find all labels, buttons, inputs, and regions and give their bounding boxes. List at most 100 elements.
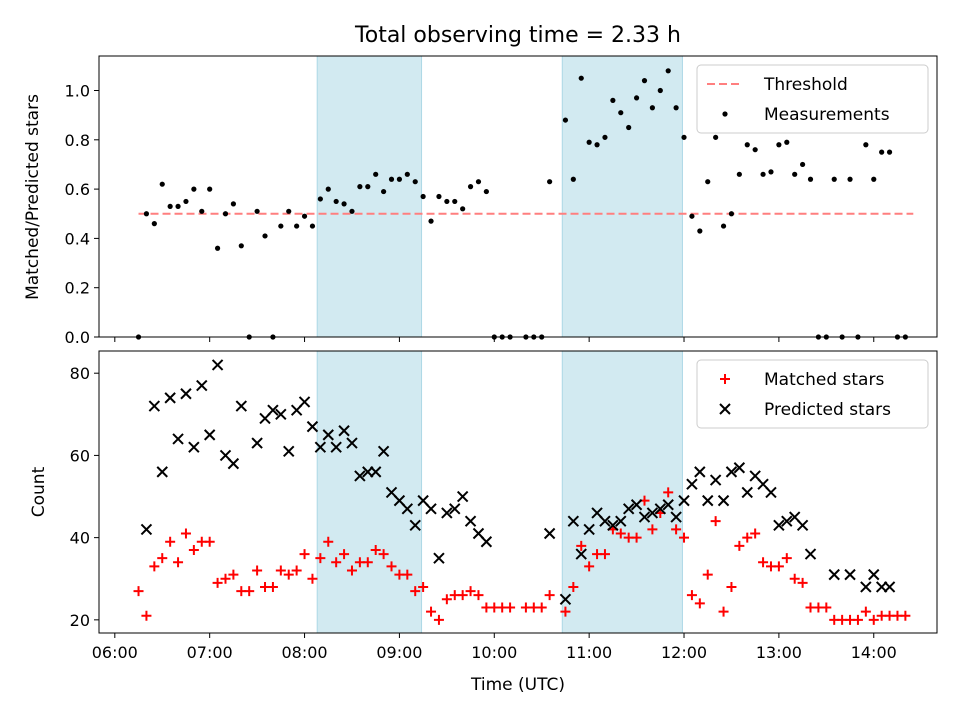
count-x-axis: 06:00 07:00 08:00 09:00 10:00 11:00 12:00 13:00… (92, 633, 897, 662)
measurement-point (728, 211, 735, 217)
measurement-point (879, 149, 885, 155)
measurement-point (483, 188, 489, 195)
measurement-point (175, 203, 181, 209)
predicted-point (203, 429, 216, 441)
matched-point (370, 544, 381, 555)
predicted-point (330, 441, 342, 453)
predicted-point (781, 515, 793, 527)
matched-point (726, 581, 737, 592)
measurement-point (373, 171, 379, 177)
matched-point (433, 614, 444, 625)
predicted-point (575, 548, 587, 560)
ratio-y-axis-label: Matched/Predicted stars (23, 94, 43, 300)
measurement-point (207, 186, 213, 192)
matched-point (852, 614, 863, 625)
matched-point (252, 565, 263, 576)
matched-point (505, 602, 516, 613)
predicted-point (607, 519, 619, 532)
ratio-legend: Threshold Measurements (696, 64, 929, 134)
x-tick-label: 06:00 (92, 643, 138, 662)
measurement-point (238, 243, 244, 249)
matched-point (244, 586, 255, 597)
predicted-point (433, 552, 445, 564)
observing-window-band (316, 55, 423, 338)
x-tick-label: 12:00 (661, 643, 707, 662)
predicted-point (211, 359, 224, 371)
matched-point (686, 590, 697, 601)
y-tick-label: 60 (70, 446, 90, 465)
predicted-point (298, 396, 311, 408)
x-tick-label: 11:00 (566, 643, 612, 662)
predicted-point (670, 511, 682, 523)
predicted-point (630, 499, 643, 511)
measurement-point (167, 203, 173, 209)
observing-windows (316, 350, 683, 634)
legend-label: Threshold (763, 75, 848, 95)
measurement-point (713, 134, 719, 140)
measurement-point (697, 228, 703, 234)
measurement-point (776, 142, 782, 148)
matched-point (378, 549, 389, 560)
measurement-point (404, 171, 410, 177)
measurement-point (388, 176, 395, 182)
predicted-point (188, 441, 200, 453)
predicted-point (773, 519, 785, 532)
measurement-point (444, 198, 450, 205)
predicted-point (868, 568, 880, 581)
predicted-point (314, 441, 327, 453)
measurement-point (230, 201, 236, 207)
measurement-point (807, 176, 814, 182)
matched-point (315, 553, 326, 564)
matched-point (220, 573, 231, 584)
measurement-point (768, 169, 774, 175)
matched-point (362, 557, 373, 568)
matched-point (576, 540, 587, 551)
legend-label: Measurements (764, 105, 890, 125)
predicted-point (844, 568, 856, 581)
measurement-point (633, 95, 640, 101)
matched-point (180, 528, 191, 539)
predicted-point (686, 478, 698, 490)
measurement-point (159, 181, 165, 187)
legend-measurement-swatch (722, 111, 728, 117)
measurement-point (586, 139, 592, 145)
x-tick-label: 14:00 (851, 643, 897, 662)
measurement-point (649, 105, 655, 111)
count-axes-frame (98, 350, 938, 634)
matched-point (157, 553, 168, 564)
measurement-point (325, 186, 331, 192)
predicted-point (804, 548, 817, 560)
measurement-point (365, 184, 371, 190)
predicted-point (346, 437, 358, 449)
predicted-point (196, 379, 208, 392)
measurement-point (317, 196, 323, 202)
matched-point (457, 590, 468, 601)
measurement-point (578, 75, 584, 81)
predicted-point (306, 420, 319, 433)
measurement-point (641, 78, 648, 84)
matched-point (599, 549, 610, 560)
matched-point (275, 565, 286, 576)
measurement-point (681, 134, 687, 140)
matched-point (750, 528, 761, 539)
predicted-point (425, 503, 437, 515)
measurement-point (800, 161, 806, 168)
predicted-point (235, 400, 248, 412)
predicted-point (725, 466, 738, 478)
matched-point (773, 561, 784, 572)
matched-point (267, 581, 278, 592)
predicted-point (456, 490, 469, 503)
measurement-point (665, 68, 671, 74)
predicted-point (543, 527, 556, 540)
measurement-point (349, 208, 355, 214)
matched-point (663, 487, 674, 498)
y-tick-label: 40 (70, 529, 90, 548)
measurement-point (428, 218, 434, 224)
count-panel: 20 40 60 80 06:00 07:00 08:00 09:00 10:00 11:00 1… (29, 350, 938, 695)
matched-point (323, 536, 334, 547)
predicted-point (583, 523, 595, 536)
predicted-point (409, 519, 421, 532)
predicted-point (441, 507, 453, 519)
measurement-point (309, 223, 316, 229)
